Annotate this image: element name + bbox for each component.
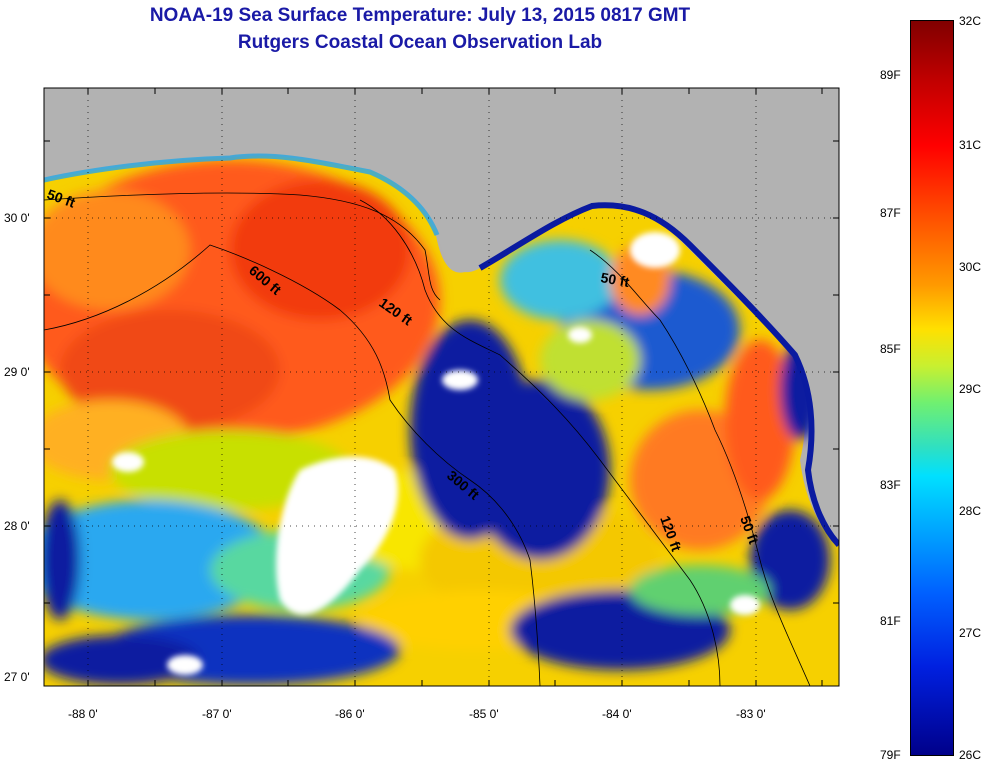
map-frame	[43, 87, 840, 687]
cloud-patches	[112, 232, 760, 675]
x-tick-label-83: -83 0'	[736, 707, 766, 721]
y-tick-label-27: 27 0'	[4, 670, 30, 684]
colorbar-f-79: 79F	[880, 748, 901, 762]
north-land	[44, 88, 839, 545]
graticule	[44, 88, 839, 686]
map-title: NOAA-19 Sea Surface Temperature: July 13…	[149, 5, 691, 26]
x-tick-label-85: -85 0'	[469, 707, 499, 721]
colorbar-f-83: 83F	[880, 478, 901, 492]
colorbar-c-29: 29C	[959, 382, 982, 396]
contour-label-4: 50 ft	[599, 269, 630, 290]
y-tick-label-29: 29 0'	[4, 365, 30, 379]
colorbar-c-32: 32C	[959, 14, 982, 28]
coastal-fringe	[44, 153, 440, 236]
x-tick-label-84: -84 0'	[602, 707, 632, 721]
colorbar-c-30: 30C	[959, 260, 982, 274]
colorbar-f-85: 85F	[880, 342, 901, 356]
colorbar-c-27: 27C	[959, 626, 982, 640]
axis-ticks	[44, 88, 839, 686]
colorbar	[910, 20, 954, 756]
colorbar-f-89: 89F	[880, 68, 901, 82]
y-tick-label-28: 28 0'	[4, 519, 30, 533]
x-tick-label-86: -86 0'	[335, 707, 365, 721]
coastal-fringe-east	[478, 202, 839, 548]
colorbar-f-81: 81F	[880, 614, 901, 628]
x-tick-label-87: -87 0'	[202, 707, 232, 721]
sst-patches	[44, 160, 830, 685]
depth-contours	[44, 192, 811, 686]
y-tick-label-30: 30 0'	[4, 211, 30, 225]
map-area: 50 ft 600 ft 120 ft 50 ft 300 ft 120 ft …	[44, 88, 839, 686]
colorbar-c-28: 28C	[959, 504, 982, 518]
colorbar-f-87: 87F	[880, 206, 901, 220]
x-tick-label-88: -88 0'	[68, 707, 98, 721]
colorbar-c-26: 26C	[959, 748, 982, 762]
map-subtitle: Rutgers Coastal Ocean Observation Lab	[237, 32, 603, 53]
colorbar-c-31: 31C	[959, 138, 982, 152]
